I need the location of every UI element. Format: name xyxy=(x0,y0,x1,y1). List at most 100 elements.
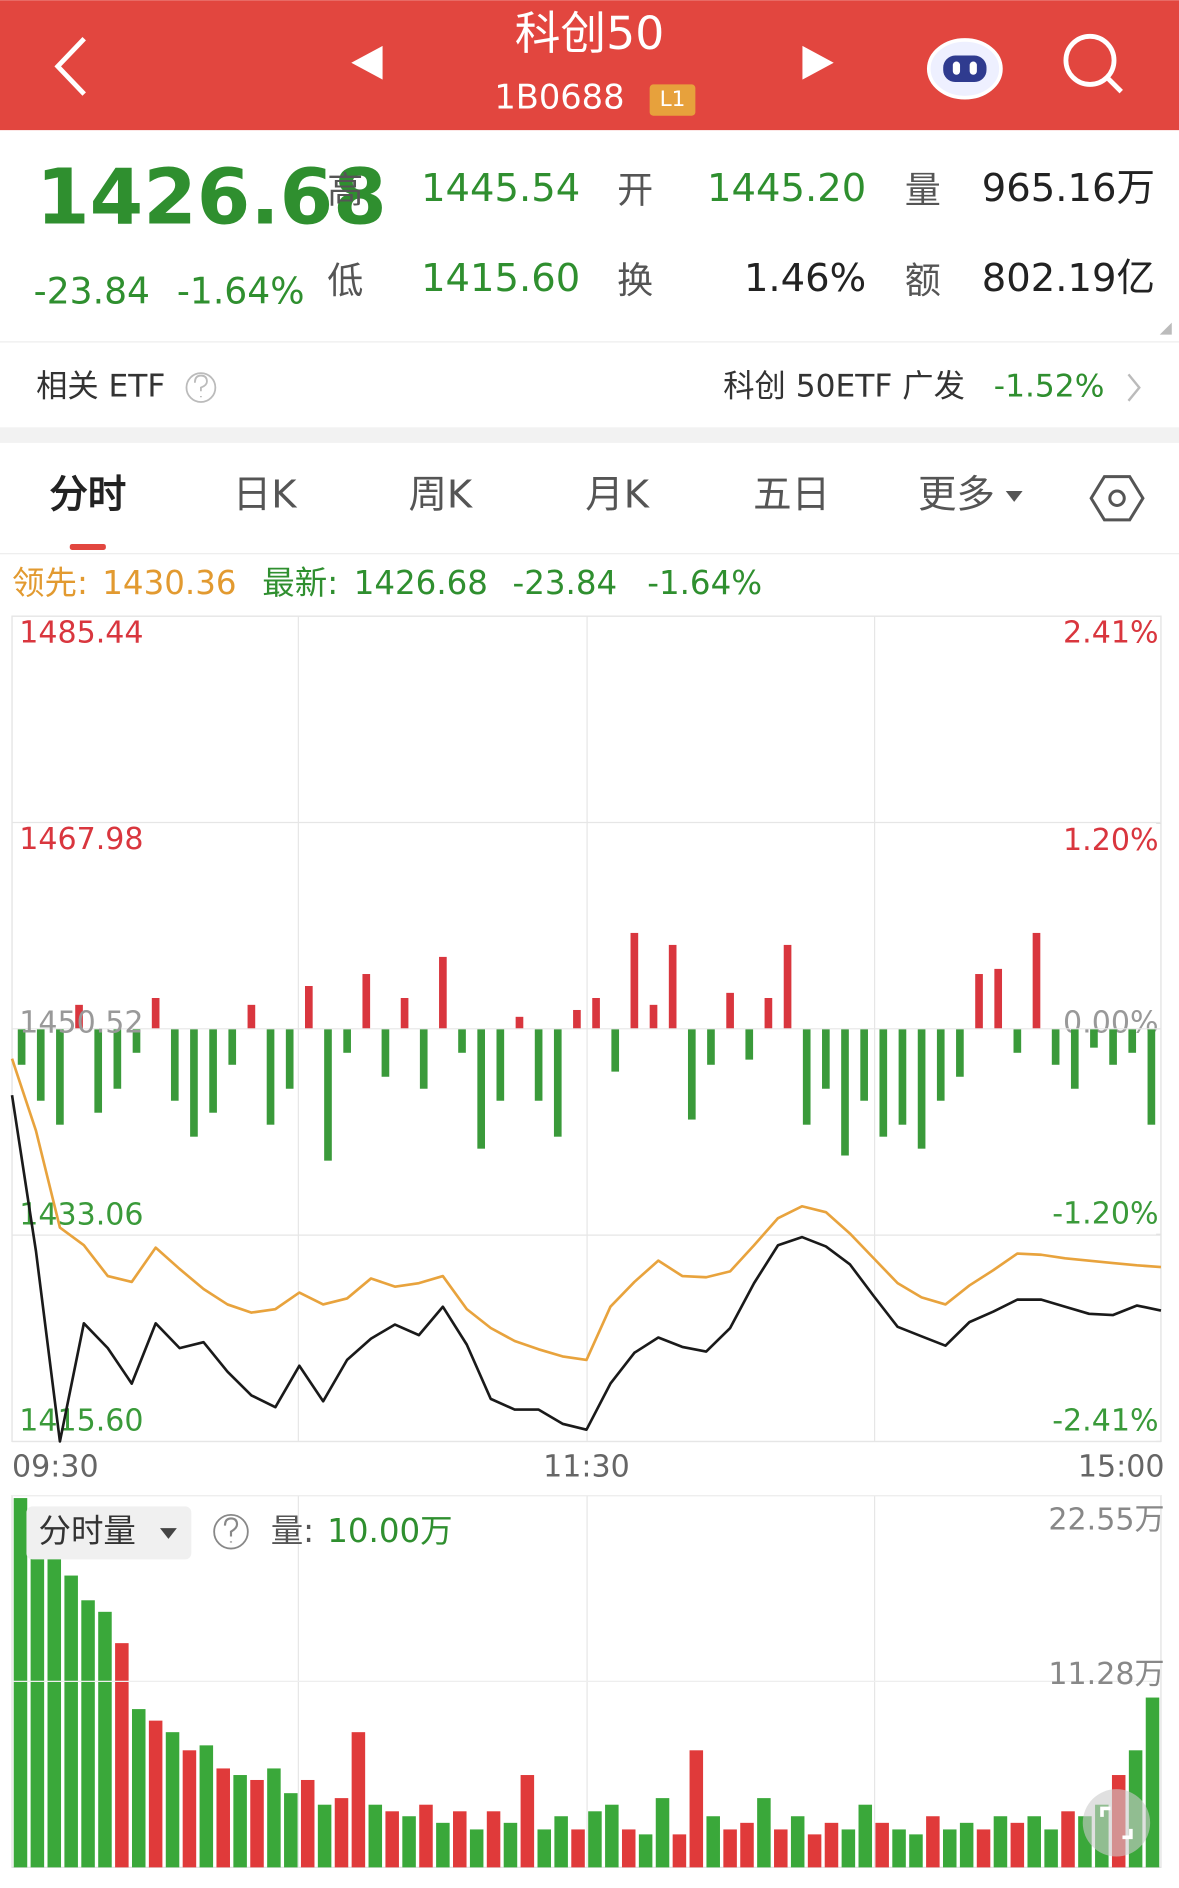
lead-bar xyxy=(305,986,313,1029)
volume-bar xyxy=(807,1834,822,1868)
volume-bar xyxy=(520,1775,535,1868)
prev-button[interactable] xyxy=(351,45,383,80)
help-glyph xyxy=(193,374,208,398)
volume-bar xyxy=(993,1816,1008,1868)
volume-bar xyxy=(638,1834,653,1868)
etf-row[interactable]: 相关 ETF 科创 50ETF 广发 -1.52% xyxy=(0,343,1179,428)
lead-bar xyxy=(1090,1028,1098,1048)
tab[interactable]: 月K xyxy=(585,473,650,518)
lead-bar xyxy=(75,1004,83,1029)
volume-bar xyxy=(115,1643,129,1868)
lead-bar xyxy=(802,1028,811,1125)
latest-change-pct: -1.64% xyxy=(647,564,762,602)
lead-bar xyxy=(209,1028,217,1113)
header-title: 科创50 xyxy=(515,7,665,60)
lead-label: 领先: xyxy=(12,564,88,602)
latest-change: -23.84 xyxy=(513,564,618,602)
volume-bar xyxy=(1010,1822,1025,1868)
fullscreen-button[interactable] xyxy=(1082,1789,1151,1857)
lead-bar xyxy=(1147,1028,1156,1125)
tab[interactable]: 日K xyxy=(233,473,298,518)
help-icon[interactable] xyxy=(213,1513,249,1550)
tab[interactable]: 周K xyxy=(408,473,473,518)
volume-bar xyxy=(672,1834,687,1868)
lead-value: 1430.36 xyxy=(102,564,236,602)
volume-bar xyxy=(13,1498,28,1868)
lead-bar xyxy=(553,1028,562,1137)
y-tick-label: 1450.52 xyxy=(19,1006,143,1041)
volume-bar xyxy=(892,1829,906,1868)
lead-bar xyxy=(17,1028,26,1065)
lead-bar xyxy=(592,997,600,1029)
volume-bar xyxy=(740,1822,754,1868)
lead-bar xyxy=(611,1028,620,1072)
volume-bar xyxy=(571,1829,585,1868)
selector-bg[interactable] xyxy=(26,1506,192,1560)
x-tick-label: 11:30 xyxy=(543,1449,630,1484)
lead-bar xyxy=(170,1028,179,1101)
stat-label: 开 xyxy=(617,170,653,212)
lead-bar xyxy=(1109,1028,1117,1065)
volume-bar xyxy=(858,1804,873,1868)
volume-bar xyxy=(182,1750,197,1868)
settings-button[interactable] xyxy=(1089,475,1145,522)
price-line xyxy=(10,1095,1162,1443)
lead-bar xyxy=(151,997,160,1029)
x-tick-label: 15:00 xyxy=(1078,1449,1165,1484)
stat-value: 1445.20 xyxy=(707,166,866,211)
stat-value: 1445.54 xyxy=(421,166,580,211)
lead-bar xyxy=(94,1028,103,1113)
volume-bar xyxy=(148,1720,163,1868)
next-button[interactable] xyxy=(802,45,834,80)
lead-bar xyxy=(1070,1028,1079,1089)
y2-tick-label: -2.41% xyxy=(1052,1404,1158,1439)
volume-bar xyxy=(824,1822,839,1868)
lead-bar xyxy=(630,932,639,1029)
stat-label: 额 xyxy=(905,260,941,302)
volume-bar xyxy=(1044,1829,1058,1868)
stat-label: 高 xyxy=(327,170,363,212)
lead-bar xyxy=(458,1028,466,1053)
y-tick-label: 11.28万 xyxy=(1048,1657,1164,1692)
y-tick-label: 1433.06 xyxy=(19,1197,143,1232)
volume-bar xyxy=(976,1829,991,1868)
volume-bar xyxy=(419,1804,433,1868)
volume-bar xyxy=(706,1816,720,1868)
badge-bg xyxy=(649,84,696,116)
assistant-button[interactable] xyxy=(926,38,1003,100)
help-icon xyxy=(185,372,217,403)
lead-bar xyxy=(190,1028,198,1137)
header-badge: L1 xyxy=(660,87,686,112)
volume-bar xyxy=(402,1816,416,1868)
etf-change: -1.52% xyxy=(994,369,1105,405)
volume-bar xyxy=(453,1811,467,1868)
lead-bar xyxy=(439,956,447,1029)
volume-selector[interactable]: 分时量 xyxy=(38,1512,135,1550)
lead-bar xyxy=(745,1028,754,1060)
etf-name: 科创 50ETF 广发 xyxy=(723,369,965,405)
volume-bar xyxy=(368,1804,383,1868)
volume-bar xyxy=(790,1816,805,1868)
tab[interactable]: 五日 xyxy=(753,473,830,518)
lead-bar xyxy=(343,1028,351,1053)
stat-value: 802.19亿 xyxy=(982,256,1155,301)
stat-value: 1.46% xyxy=(744,256,866,301)
stat-label: 低 xyxy=(327,260,363,302)
tab[interactable]: 更多 xyxy=(918,473,995,518)
lead-bar xyxy=(994,968,1003,1029)
tab[interactable]: 分时 xyxy=(49,473,126,518)
volume-bar xyxy=(81,1600,95,1868)
volume-bar xyxy=(537,1829,552,1868)
stat-label: 换 xyxy=(617,260,653,302)
search-button[interactable] xyxy=(1063,33,1123,94)
volume-bar xyxy=(317,1804,332,1868)
section-gap xyxy=(0,427,1179,443)
dropdown-arrow xyxy=(160,1528,177,1539)
volume-bar xyxy=(588,1811,602,1868)
back-button[interactable] xyxy=(54,37,86,96)
volume-bar xyxy=(841,1829,856,1868)
lead-bar xyxy=(898,1028,907,1125)
volume-bar xyxy=(723,1829,737,1868)
